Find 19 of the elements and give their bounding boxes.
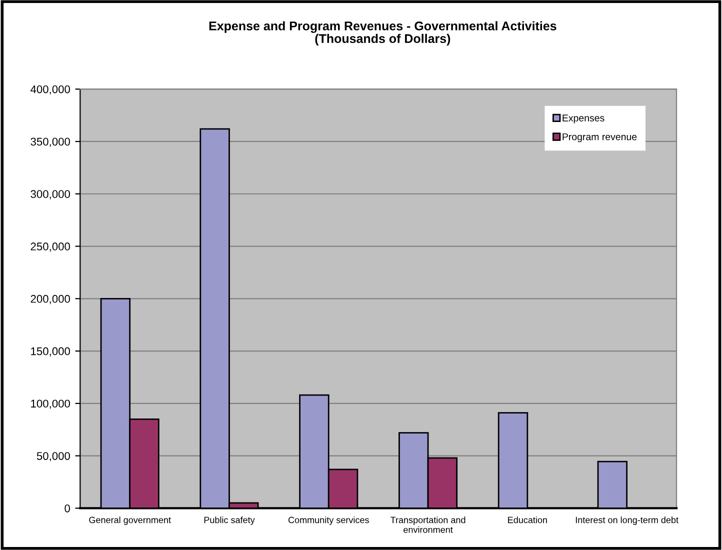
y-tick-label: 100,000 (31, 400, 70, 409)
y-tick-label: 250,000 (30, 242, 70, 252)
chart-title: Expense and Program Revenues - Governmental Activities (209, 21, 556, 33)
legend-label: Expenses (562, 114, 604, 124)
x-tick-label: Transportation and environment (390, 516, 466, 533)
y-tick-label: 300,000 (30, 190, 70, 200)
y-tick-label: 200,000 (30, 294, 70, 304)
x-tick-label: Public safety (204, 516, 255, 525)
y-tick-label: 0 (64, 504, 70, 512)
y-tick-label: 350,000 (30, 138, 70, 147)
y-tick-label: 50,000 (36, 452, 70, 462)
x-tick-label: Education (508, 516, 547, 524)
y-tick-label: 150,000 (31, 347, 70, 356)
chart-subtitle: (Thousands of Dollars) (315, 34, 450, 46)
legend-label: Program revenue (562, 133, 637, 142)
x-tick-label: Community services (288, 516, 369, 525)
x-tick-label: General government (89, 516, 171, 525)
y-tick-label: 400,000 (30, 85, 70, 95)
x-tick-label: Interest on long-term debt (576, 516, 678, 525)
